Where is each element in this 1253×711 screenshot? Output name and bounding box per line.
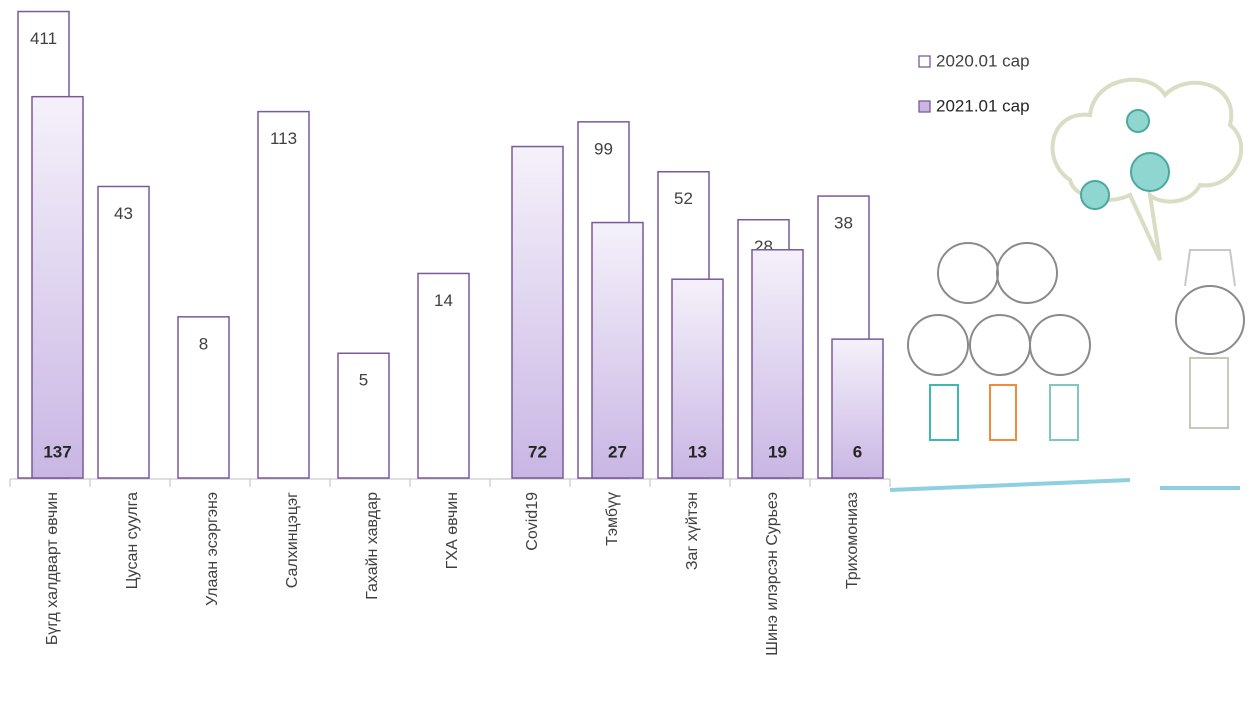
data-label: 99 bbox=[594, 139, 613, 158]
x-tick-label: Улаан эсэргэнэ bbox=[204, 492, 221, 606]
data-label: 411 bbox=[30, 29, 57, 48]
data-label: 43 bbox=[114, 204, 133, 223]
bar bbox=[751, 249, 804, 479]
illustration bbox=[889, 77, 1245, 492]
bar bbox=[177, 316, 230, 479]
data-label: 27 bbox=[608, 442, 627, 461]
data-label: 113 bbox=[270, 129, 297, 148]
x-tick-label: Заг хүйтэн bbox=[684, 492, 701, 570]
data-label: 52 bbox=[674, 189, 693, 208]
bar bbox=[97, 185, 150, 479]
bar bbox=[831, 338, 884, 479]
bar bbox=[31, 95, 84, 479]
data-label: 19 bbox=[768, 442, 787, 461]
x-tick-label: Салхинцэцэг bbox=[284, 492, 301, 588]
data-label: 13 bbox=[688, 442, 707, 461]
x-tick-label: Covid19 bbox=[524, 492, 541, 551]
data-label: 14 bbox=[434, 291, 453, 310]
legend-label: 2020.01 сар bbox=[936, 51, 1030, 70]
x-tick-label: Гахайн хавдар bbox=[364, 492, 381, 600]
bar bbox=[417, 272, 470, 479]
data-label: 137 bbox=[43, 442, 71, 461]
x-tick-label: Трихомониаз bbox=[844, 492, 861, 589]
bar bbox=[511, 145, 564, 479]
x-tick-label: Цусан суулга bbox=[124, 492, 141, 589]
x-tick-label: Шинэ илэрсэн Сурьеэ bbox=[764, 492, 781, 656]
x-tick-label: Тэмбүү bbox=[604, 492, 621, 546]
data-label: 38 bbox=[834, 214, 853, 233]
data-label: 8 bbox=[199, 334, 208, 353]
bar bbox=[337, 352, 390, 479]
bar bbox=[257, 110, 310, 479]
bar bbox=[591, 221, 644, 479]
x-tick-label: ГХА өвчин bbox=[444, 492, 461, 569]
legend-swatch bbox=[918, 55, 931, 68]
data-label: 72 bbox=[528, 442, 547, 461]
bar bbox=[671, 278, 724, 479]
data-label: 5 bbox=[359, 371, 368, 390]
legend-swatch bbox=[918, 100, 931, 113]
legend-label: 2021.01 сар bbox=[936, 96, 1030, 115]
data-label: 6 bbox=[853, 442, 862, 461]
x-tick-label: Бүгд халдварт өвчин bbox=[44, 492, 61, 645]
